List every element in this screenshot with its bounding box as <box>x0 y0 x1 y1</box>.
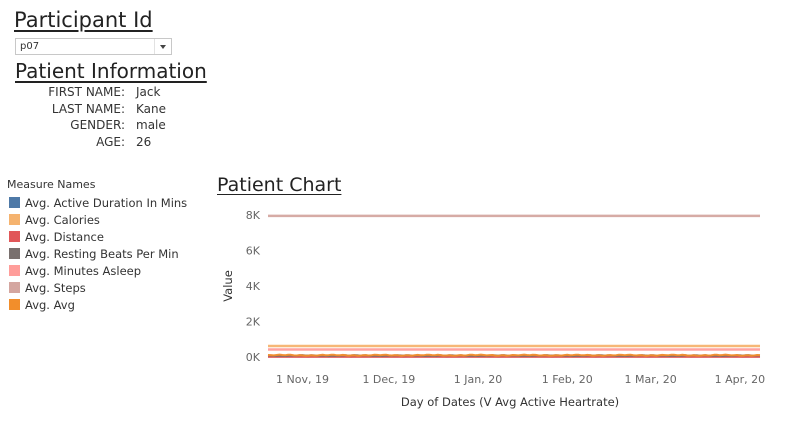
legend-swatch <box>9 248 20 259</box>
age-label: AGE: <box>96 135 125 149</box>
legend-swatch <box>9 282 20 293</box>
patient-chart: 0K 2K 4K 6K 8K 1 Nov, 19 1 Dec, 19 1 Jan, 20 1 F… <box>221 209 766 409</box>
first-name-value: Jack <box>136 85 161 99</box>
y-tick-label: 0K <box>246 351 261 364</box>
x-tick-label: 1 Dec, 19 <box>362 373 415 386</box>
legend-label: Avg. Avg <box>25 297 75 312</box>
legend-item-avg[interactable]: Avg. Avg <box>7 296 207 313</box>
legend-swatch <box>9 265 20 276</box>
first-name-label: FIRST NAME: <box>48 85 125 99</box>
measure-names-legend: Measure Names Avg. Active Duration In Mi… <box>7 178 207 313</box>
y-tick-label: 4K <box>246 280 261 293</box>
patient-information-heading: Patient Information <box>15 59 207 83</box>
legend-item-distance[interactable]: Avg. Distance <box>7 228 207 245</box>
legend-label: Avg. Steps <box>25 280 86 295</box>
legend-item-resting-beats[interactable]: Avg. Resting Beats Per Min <box>7 245 207 262</box>
chevron-down-icon[interactable] <box>154 39 171 54</box>
last-name-label: LAST NAME: <box>51 102 125 116</box>
legend-label: Avg. Minutes Asleep <box>25 263 142 278</box>
age-value: 26 <box>136 135 152 149</box>
x-tick-label: 1 Apr, 20 <box>715 373 766 386</box>
y-tick-label: 2K <box>246 316 261 329</box>
x-tick-label: 1 Feb, 20 <box>542 373 593 386</box>
x-tick-label: 1 Nov, 19 <box>276 373 329 386</box>
legend-item-steps[interactable]: Avg. Steps <box>7 279 207 296</box>
participant-id-dropdown[interactable]: p07 <box>15 38 172 55</box>
x-tick-label: 1 Jan, 20 <box>454 373 502 386</box>
y-tick-label: 6K <box>246 245 261 258</box>
legend-label: Avg. Calories <box>25 212 100 227</box>
legend-title: Measure Names <box>7 178 96 191</box>
y-tick-label: 8K <box>246 209 261 222</box>
legend-swatch <box>9 299 20 310</box>
gender-label: GENDER: <box>70 118 125 132</box>
series-line <box>267 353 761 357</box>
participant-id-selected-value: p07 <box>20 41 40 52</box>
legend-swatch <box>9 214 20 225</box>
legend-label: Avg. Resting Beats Per Min <box>25 246 179 261</box>
x-tick-label: 1 Mar, 20 <box>625 373 677 386</box>
legend-label: Avg. Distance <box>25 229 104 244</box>
legend-item-calories[interactable]: Avg. Calories <box>7 211 207 228</box>
legend-item-active-duration[interactable]: Avg. Active Duration In Mins <box>7 194 207 211</box>
gender-value: male <box>136 118 166 132</box>
x-axis-title: Day of Dates (V Avg Active Heartrate) <box>401 395 619 409</box>
legend-label: Avg. Active Duration In Mins <box>25 195 188 210</box>
legend-item-minutes-asleep[interactable]: Avg. Minutes Asleep <box>7 262 207 279</box>
participant-id-heading: Participant Id <box>14 8 153 32</box>
patient-chart-title: Patient Chart <box>217 174 342 196</box>
y-axis-title: Value <box>221 270 235 302</box>
last-name-value: Kane <box>136 102 166 116</box>
legend-swatch <box>9 197 20 208</box>
legend-swatch <box>9 231 20 242</box>
